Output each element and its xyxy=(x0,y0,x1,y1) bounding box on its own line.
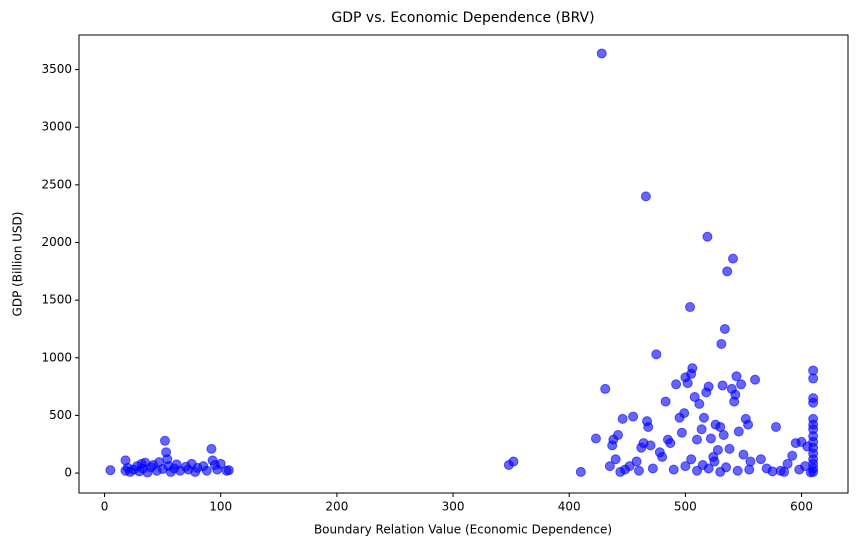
y-tick-label: 3500 xyxy=(41,62,72,76)
scatter-point xyxy=(679,408,690,419)
scatter-point xyxy=(590,433,601,444)
scatter-point xyxy=(105,465,116,476)
scatter-point xyxy=(617,413,628,424)
scatter-point xyxy=(779,466,790,477)
y-tick-label: 0 xyxy=(64,466,72,480)
scatter-point xyxy=(628,411,639,422)
scatter-point xyxy=(731,371,742,382)
x-tick-label: 300 xyxy=(442,500,465,514)
y-tick-label: 2500 xyxy=(41,177,72,191)
scatter-point xyxy=(682,378,693,389)
x-axis-label: Boundary Relation Value (Economic Depend… xyxy=(314,523,612,537)
scatter-point xyxy=(575,466,586,477)
scatter-point xyxy=(732,465,743,476)
scatter-point xyxy=(600,383,611,394)
y-axis-label: GDP (Billion USD) xyxy=(11,212,25,317)
scatter-point xyxy=(508,456,519,467)
chart-title: GDP vs. Economic Dependence (BRV) xyxy=(331,10,594,26)
scatter-point xyxy=(745,456,756,467)
scatter-point xyxy=(660,396,671,407)
scatter-point xyxy=(733,426,744,437)
scatter-point xyxy=(755,454,766,465)
x-tick-label: 0 xyxy=(101,500,109,514)
scatter-point xyxy=(738,449,749,460)
y-tick-label: 1500 xyxy=(41,293,72,307)
scatter-point xyxy=(722,266,733,277)
scatter-point xyxy=(712,445,723,456)
x-tick-label: 400 xyxy=(558,500,581,514)
scatter-point xyxy=(721,462,732,473)
scatter-point xyxy=(640,191,651,202)
scatter-point xyxy=(767,466,778,477)
scatter-point xyxy=(702,231,713,242)
y-tick-label: 500 xyxy=(49,408,72,422)
scatter-point xyxy=(676,427,687,438)
scatter-point xyxy=(604,461,615,472)
scatter-point xyxy=(724,443,735,454)
plot-frame xyxy=(78,34,849,494)
scatter-point xyxy=(736,379,747,390)
scatter-point xyxy=(201,465,212,476)
scatter-point xyxy=(159,435,170,446)
scatter-point xyxy=(685,302,696,313)
scatter-point xyxy=(718,430,729,441)
scatter-point xyxy=(223,465,234,476)
scatter-point xyxy=(717,380,728,391)
scatter-point xyxy=(800,461,811,472)
x-tick-label: 600 xyxy=(790,500,813,514)
scatter-point xyxy=(730,389,741,400)
scatter-point xyxy=(647,463,658,474)
scatter-point xyxy=(703,381,714,392)
y-tick-label: 1000 xyxy=(41,350,72,364)
scatter-point xyxy=(691,465,702,476)
scatter-point xyxy=(686,454,697,465)
scatter-point xyxy=(680,461,691,472)
scatter-point xyxy=(689,391,700,402)
scatter-point xyxy=(770,421,781,432)
scatter-point xyxy=(808,373,819,384)
scatter-point xyxy=(624,461,635,472)
scatter-point xyxy=(787,450,798,461)
x-tick-label: 200 xyxy=(325,500,348,514)
scatter-point xyxy=(750,374,761,385)
scatter-point xyxy=(612,430,623,441)
y-tick-label: 3000 xyxy=(41,120,72,134)
scatter-point xyxy=(805,467,816,478)
scatter-point xyxy=(633,465,644,476)
scatter-point xyxy=(808,397,819,408)
scatter-point xyxy=(631,456,642,467)
scatter-point xyxy=(744,464,755,475)
scatter-point xyxy=(668,464,679,475)
scatter-point xyxy=(716,338,727,349)
y-tick-label: 2000 xyxy=(41,235,72,249)
scatter-point xyxy=(645,440,656,451)
scatter-point xyxy=(691,434,702,445)
scatter-point xyxy=(671,379,682,390)
scatter-point xyxy=(694,398,705,409)
scatter-point xyxy=(705,433,716,444)
scatter-point xyxy=(665,438,676,449)
scatter-point xyxy=(719,323,730,334)
x-tick-label: 500 xyxy=(674,500,697,514)
scatter-point xyxy=(643,421,654,432)
scatter-point xyxy=(215,458,226,469)
scatter-point xyxy=(687,363,698,374)
scatter-point xyxy=(698,412,709,423)
scatter-point xyxy=(610,454,621,465)
scatter-point xyxy=(596,48,607,59)
scatter-point xyxy=(709,456,720,467)
scatter-point xyxy=(703,463,714,474)
scatter-point xyxy=(657,451,668,462)
scatter-point xyxy=(727,253,738,264)
scatter-point xyxy=(651,349,662,360)
x-tick-label: 100 xyxy=(209,500,232,514)
scatter-point xyxy=(206,443,217,454)
scatter-point xyxy=(743,419,754,430)
scatter-point xyxy=(696,424,707,435)
